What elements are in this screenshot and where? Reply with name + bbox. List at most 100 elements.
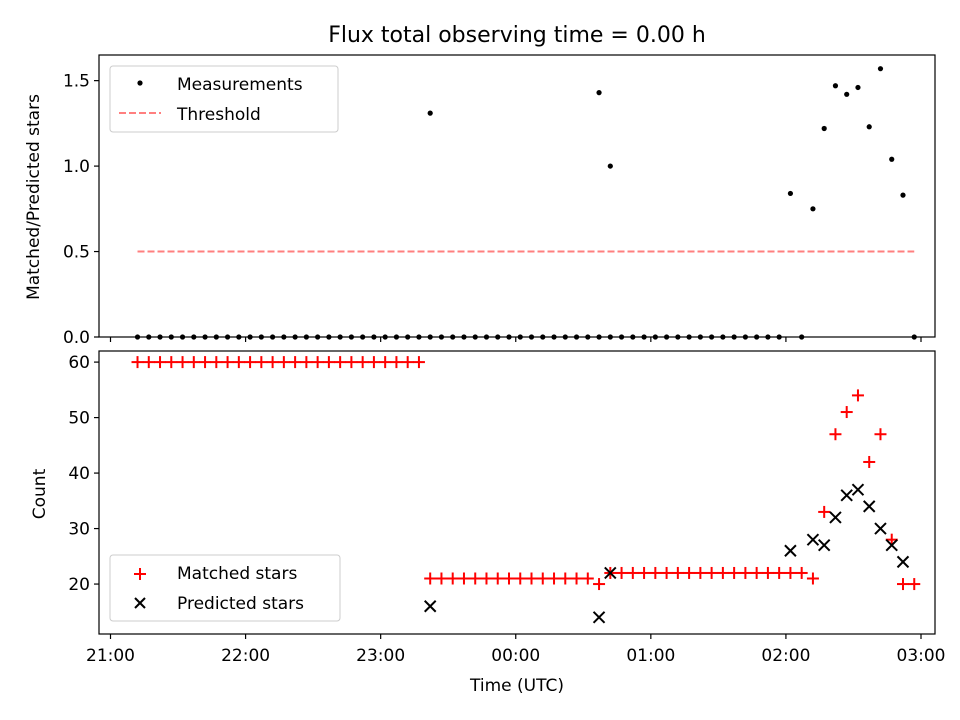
bottom-marks — [131, 356, 921, 624]
bottom-x-tick-label: 23:00 — [356, 646, 405, 666]
matched-star-point — [525, 572, 538, 585]
legend-predicted-marker — [134, 597, 146, 609]
top-y-tick-label: 0.0 — [63, 328, 90, 348]
matched-star-point — [784, 566, 797, 579]
measurement-point — [855, 84, 861, 91]
bottom-x-tick-label: 22:00 — [221, 646, 270, 666]
top-axes: 0.0 0.5 1.0 1.5 — [63, 54, 936, 348]
matched-star-point — [165, 356, 178, 369]
matched-star-point — [491, 572, 504, 585]
predicted-star-point — [851, 483, 865, 496]
bottom-x-tick-label: 21:00 — [86, 646, 135, 666]
matched-star-point — [638, 566, 651, 579]
predicted-star-point — [817, 539, 831, 552]
matched-star-point — [379, 356, 392, 369]
matched-star-point — [469, 572, 482, 585]
matched-star-point — [806, 572, 819, 585]
predicted-star-point — [885, 539, 898, 552]
matched-star-point — [593, 578, 606, 591]
top-y-tick-label: 1.5 — [63, 72, 90, 92]
bottom-panel: Time (UTC) Count 20 30 40 50 60 21:00 22:00 23:… — [30, 350, 946, 696]
matched-star-point — [311, 356, 324, 369]
matched-star-point — [874, 428, 887, 441]
matched-star-point — [401, 356, 414, 369]
measurement-point — [427, 110, 433, 116]
matched-star-point — [199, 356, 212, 369]
bottom-x-axis-label: Time (UTC) — [469, 676, 564, 696]
measurement-point — [787, 190, 794, 197]
top-y-tick-label: 0.5 — [63, 243, 90, 263]
legend-measurements-marker — [137, 80, 143, 86]
matched-star-point — [570, 572, 583, 585]
top-y-axis-label: Matched/Predicted stars — [24, 94, 44, 300]
top-legend-box — [109, 65, 339, 133]
matched-star-point — [232, 356, 245, 369]
matched-star-point — [154, 356, 167, 369]
measurement-point — [844, 91, 850, 97]
matched-star-point — [187, 356, 200, 369]
legend-predicted-label: Predicted stars — [177, 594, 304, 614]
matched-star-point — [480, 572, 493, 585]
matched-star-point — [829, 428, 842, 441]
matched-star-point — [649, 566, 662, 579]
matched-star-point — [457, 572, 470, 585]
matched-star-point — [908, 578, 921, 591]
matched-star-point — [142, 356, 155, 369]
matched-star-point — [131, 356, 144, 369]
predicted-star-point — [896, 555, 910, 569]
matched-star-point — [289, 356, 302, 369]
matched-star-point — [244, 356, 257, 369]
matched-star-point — [615, 566, 628, 579]
legend-measurements-label: Measurements — [177, 75, 303, 95]
matched-star-point — [671, 566, 684, 579]
matched-star-point — [334, 356, 347, 369]
bottom-x-tick-label: 02:00 — [761, 646, 810, 666]
measurement-point — [596, 90, 602, 96]
legend-matched-label: Matched stars — [177, 564, 297, 584]
predicted-star-point — [863, 500, 876, 513]
matched-star-point — [435, 572, 448, 585]
bottom-y-tick-label: 30 — [68, 520, 90, 540]
legend-matched-marker — [134, 568, 146, 580]
matched-star-point — [840, 406, 853, 419]
matched-star-point — [356, 356, 369, 369]
bottom-y-tick-label: 20 — [68, 575, 90, 595]
matched-star-point — [739, 566, 752, 579]
measurement-point — [877, 66, 884, 72]
chart-title: Flux total observing time = 0.00 h — [328, 23, 706, 48]
predicted-star-point — [423, 600, 437, 613]
matched-star-point — [300, 356, 313, 369]
matched-star-point — [761, 566, 774, 579]
top-plot-frame — [98, 54, 936, 338]
bottom-x-tick-label: 03:00 — [897, 646, 946, 666]
matched-star-point — [210, 356, 223, 369]
matched-star-point — [322, 356, 335, 369]
matched-star-point — [536, 572, 549, 585]
top-y-tick-label: 1.0 — [63, 157, 90, 177]
matched-star-point — [750, 566, 763, 579]
matched-star-point — [424, 572, 437, 585]
legend-threshold-label: Threshold — [176, 105, 261, 125]
matched-star-point — [851, 389, 864, 402]
matched-star-point — [548, 572, 561, 585]
matched-star-point — [773, 566, 786, 579]
matched-star-point — [266, 356, 279, 369]
bottom-y-tick-label: 60 — [68, 353, 90, 373]
bottom-legend-box — [109, 554, 341, 622]
bottom-axes: 20 30 40 50 60 21:00 22:00 23:00 00:00 01:00 02:00… — [68, 350, 946, 666]
matched-star-point — [581, 572, 594, 585]
measurement-point — [889, 156, 895, 162]
matched-star-point — [626, 566, 639, 579]
predicted-star-point — [604, 566, 617, 580]
matched-star-point — [896, 578, 909, 591]
matched-star-point — [795, 566, 808, 579]
matched-star-point — [885, 533, 898, 546]
matched-star-point — [728, 566, 741, 579]
predicted-star-point — [806, 533, 820, 546]
matched-star-point — [277, 356, 290, 369]
bottom-legend: Matched stars Predicted stars — [109, 554, 341, 622]
bottom-x-tick-label: 00:00 — [491, 646, 540, 666]
matched-star-point — [660, 566, 673, 579]
matched-star-point — [345, 356, 358, 369]
matched-star-point — [863, 455, 876, 468]
